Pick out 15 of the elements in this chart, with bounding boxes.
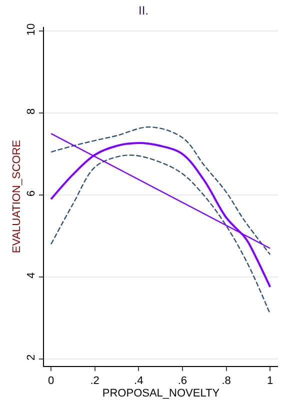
chart-title: II. — [138, 4, 149, 18]
x-tick-label: .2 — [90, 375, 100, 388]
y-tick-label: 10 — [26, 23, 38, 36]
y-axis-title: EVALUATION_SCORE — [11, 140, 24, 254]
y-tick-label: 4 — [26, 272, 38, 278]
y-tick-label: 6 — [26, 190, 38, 196]
y-tick-label: 2 — [26, 354, 38, 360]
x-tick-label: 0 — [48, 375, 54, 388]
x-axis-title: PROPOSAL_NOVELTY — [102, 387, 220, 400]
x-tick-label: .6 — [178, 375, 188, 388]
x-tick-label: .8 — [222, 375, 231, 388]
x-tick-label: .4 — [134, 375, 144, 388]
x-tick-label: 1 — [267, 375, 274, 388]
line-series — [50, 154, 271, 315]
y-tick-label: 8 — [26, 108, 38, 114]
